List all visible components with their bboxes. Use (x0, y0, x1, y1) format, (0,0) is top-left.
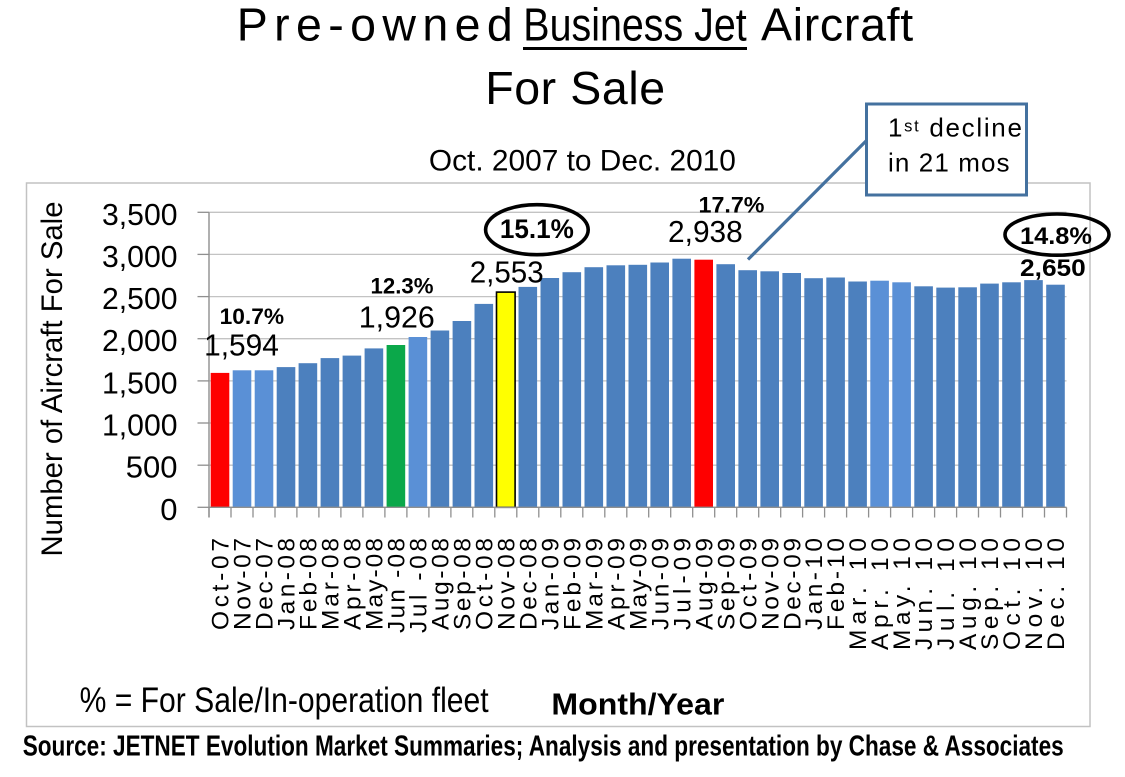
svg-text:3,000: 3,000 (102, 239, 178, 274)
svg-text:2,000: 2,000 (102, 323, 178, 358)
svg-text:2,650: 2,650 (1020, 255, 1086, 282)
svg-text:2,553: 2,553 (470, 255, 544, 290)
svg-text:Business Jet: Business Jet (523, 0, 746, 51)
svg-text:14.8%: 14.8% (1020, 223, 1092, 250)
svg-text:1,500: 1,500 (102, 365, 178, 400)
svg-text:1,000: 1,000 (102, 408, 178, 443)
svg-text:Pre-owned: Pre-owned (237, 0, 519, 51)
svg-text:500: 500 (126, 450, 178, 485)
svg-text:% = For Sale/In-operation flee: % = For Sale/In-operation fleet (80, 681, 489, 720)
svg-text:2,500: 2,500 (102, 281, 178, 316)
svg-text:Aircraft: Aircraft (761, 0, 914, 51)
svg-text:17.7%: 17.7% (699, 193, 765, 218)
svg-text:15.1%: 15.1% (500, 214, 574, 244)
svg-text:1,594: 1,594 (204, 327, 279, 362)
svg-text:0: 0 (160, 492, 177, 527)
svg-text:Jun -08: Jun -08 (384, 538, 411, 633)
svg-text:Source: JETNET Evolution Marke: Source: JETNET Evolution Market Summarie… (23, 731, 1064, 763)
svg-text:Oct. 2007 to Dec. 2010: Oct. 2007 to Dec. 2010 (429, 145, 736, 178)
svg-text:For Sale: For Sale (485, 62, 666, 114)
svg-text:3,500: 3,500 (102, 197, 178, 232)
svg-text:in 21 mos: in 21 mos (888, 148, 1011, 178)
svg-text:1,926: 1,926 (359, 299, 435, 334)
svg-text:Month/Year: Month/Year (551, 687, 724, 722)
svg-text:Number of Aircraft For Sale: Number of Aircraft For Sale (36, 202, 69, 557)
svg-text:2,938: 2,938 (668, 214, 743, 249)
svg-text:10.7%: 10.7% (220, 304, 285, 329)
svg-text:12.3%: 12.3% (371, 274, 434, 299)
